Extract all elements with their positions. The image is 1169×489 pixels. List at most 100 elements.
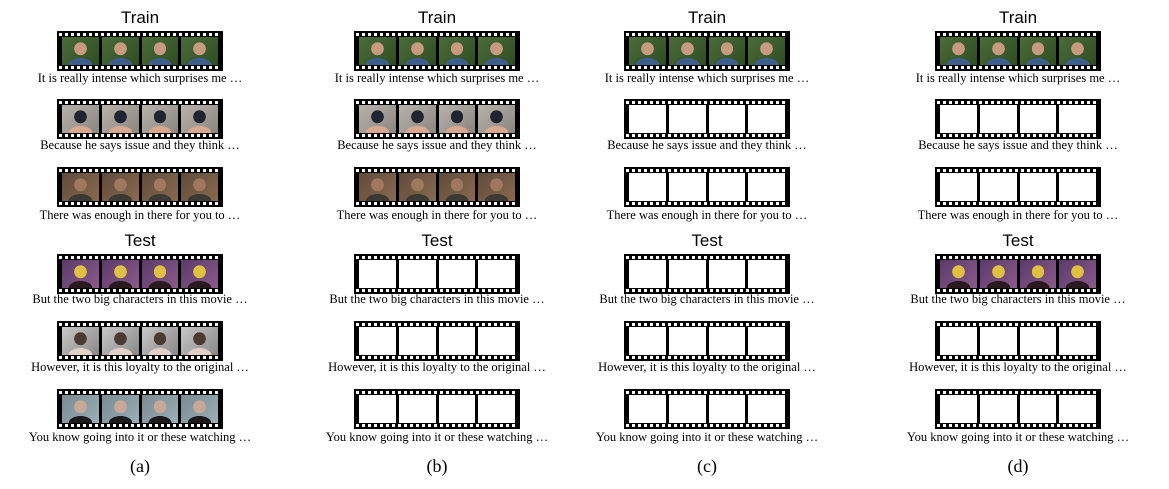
masked-filmstrip xyxy=(354,254,520,294)
sprocket-holes xyxy=(937,424,1099,427)
video-filmstrip xyxy=(57,31,223,71)
frames xyxy=(62,260,218,288)
sprocket-holes xyxy=(59,256,221,259)
video-frame xyxy=(101,260,139,288)
frames xyxy=(359,260,515,288)
test-title: Test xyxy=(421,231,453,250)
video-frame xyxy=(62,173,99,201)
blank-frame xyxy=(359,327,396,355)
blank-frame xyxy=(668,173,706,201)
blank-frame xyxy=(979,173,1017,201)
masked-filmstrip xyxy=(624,389,790,429)
masked-filmstrip xyxy=(624,99,790,139)
clip-caption: It is really intense which surprises me … xyxy=(604,71,810,85)
clip-caption: However, it is this loyalty to the origi… xyxy=(909,360,1127,374)
video-frame xyxy=(141,105,179,133)
video-filmstrip xyxy=(354,167,520,207)
blank-frame xyxy=(668,260,706,288)
video-frame xyxy=(979,37,1017,65)
video-frame xyxy=(708,37,746,65)
blank-frame xyxy=(708,105,746,133)
video-frame xyxy=(1059,260,1096,288)
clip-caption: You know going into it or these watching… xyxy=(325,430,549,444)
masked-filmstrip xyxy=(354,321,520,361)
video-frame xyxy=(940,260,977,288)
video-filmstrip xyxy=(57,389,223,429)
sprocket-holes xyxy=(356,391,518,394)
frames xyxy=(629,37,785,65)
video-frame xyxy=(359,37,396,65)
train-title: Train xyxy=(120,8,160,27)
blank-frame xyxy=(940,105,977,133)
sprocket-holes xyxy=(356,424,518,427)
panel-0: Train Test It is really intense which surp… xyxy=(5,0,275,489)
sprocket-holes xyxy=(626,356,788,359)
video-filmstrip xyxy=(354,31,520,71)
sprocket-holes xyxy=(59,134,221,137)
sprocket-holes xyxy=(356,134,518,137)
frames xyxy=(629,260,785,288)
clip-caption: Because he says issue and they think … xyxy=(337,138,537,152)
video-frame xyxy=(62,395,99,423)
sprocket-holes xyxy=(937,323,1099,326)
frames xyxy=(629,395,785,423)
video-frame xyxy=(398,37,436,65)
video-frame xyxy=(181,37,218,65)
clip-caption: But the two big characters in this movie… xyxy=(599,292,815,306)
video-frame xyxy=(141,173,179,201)
blank-frame xyxy=(1059,395,1096,423)
video-frame xyxy=(141,395,179,423)
frames xyxy=(629,173,785,201)
clip-caption: There was enough in there for you to … xyxy=(336,208,538,222)
video-filmstrip xyxy=(57,99,223,139)
sprocket-holes xyxy=(356,202,518,205)
sprocket-holes xyxy=(626,256,788,259)
sprocket-holes xyxy=(626,33,788,36)
video-frame xyxy=(62,327,99,355)
sprocket-holes xyxy=(59,202,221,205)
blank-frame xyxy=(1059,173,1096,201)
sprocket-holes xyxy=(356,323,518,326)
sprocket-holes xyxy=(59,424,221,427)
blank-frame xyxy=(478,395,515,423)
blank-frame xyxy=(398,327,436,355)
blank-frame xyxy=(940,327,977,355)
masked-filmstrip xyxy=(935,99,1101,139)
frames xyxy=(940,105,1096,133)
video-frame xyxy=(668,37,706,65)
video-frame xyxy=(359,105,396,133)
train-title: Train xyxy=(998,8,1038,27)
sprocket-holes xyxy=(356,66,518,69)
blank-frame xyxy=(398,395,436,423)
sprocket-holes xyxy=(937,66,1099,69)
video-frame xyxy=(438,173,476,201)
video-filmstrip xyxy=(935,254,1101,294)
blank-frame xyxy=(398,260,436,288)
panel-3: Train Test It is really intense which surp… xyxy=(883,0,1153,489)
video-filmstrip xyxy=(57,254,223,294)
video-frame xyxy=(438,105,476,133)
sprocket-holes xyxy=(356,289,518,292)
sprocket-holes xyxy=(59,33,221,36)
clip-caption: Because he says issue and they think … xyxy=(918,138,1118,152)
sprocket-holes xyxy=(626,323,788,326)
video-filmstrip xyxy=(354,99,520,139)
masked-filmstrip xyxy=(935,167,1101,207)
video-frame xyxy=(1059,37,1096,65)
sprocket-holes xyxy=(937,356,1099,359)
clip-caption: Because he says issue and they think … xyxy=(40,138,240,152)
blank-frame xyxy=(979,327,1017,355)
masked-filmstrip xyxy=(935,321,1101,361)
blank-frame xyxy=(748,327,785,355)
video-frame xyxy=(181,260,218,288)
video-frame xyxy=(478,105,515,133)
blank-frame xyxy=(438,395,476,423)
blank-frame xyxy=(359,395,396,423)
video-frame xyxy=(101,37,139,65)
frames xyxy=(940,37,1096,65)
panel-label: (a) xyxy=(130,456,150,476)
sprocket-holes xyxy=(59,101,221,104)
frames xyxy=(62,173,218,201)
train-title: Train xyxy=(417,8,457,27)
video-frame xyxy=(101,327,139,355)
